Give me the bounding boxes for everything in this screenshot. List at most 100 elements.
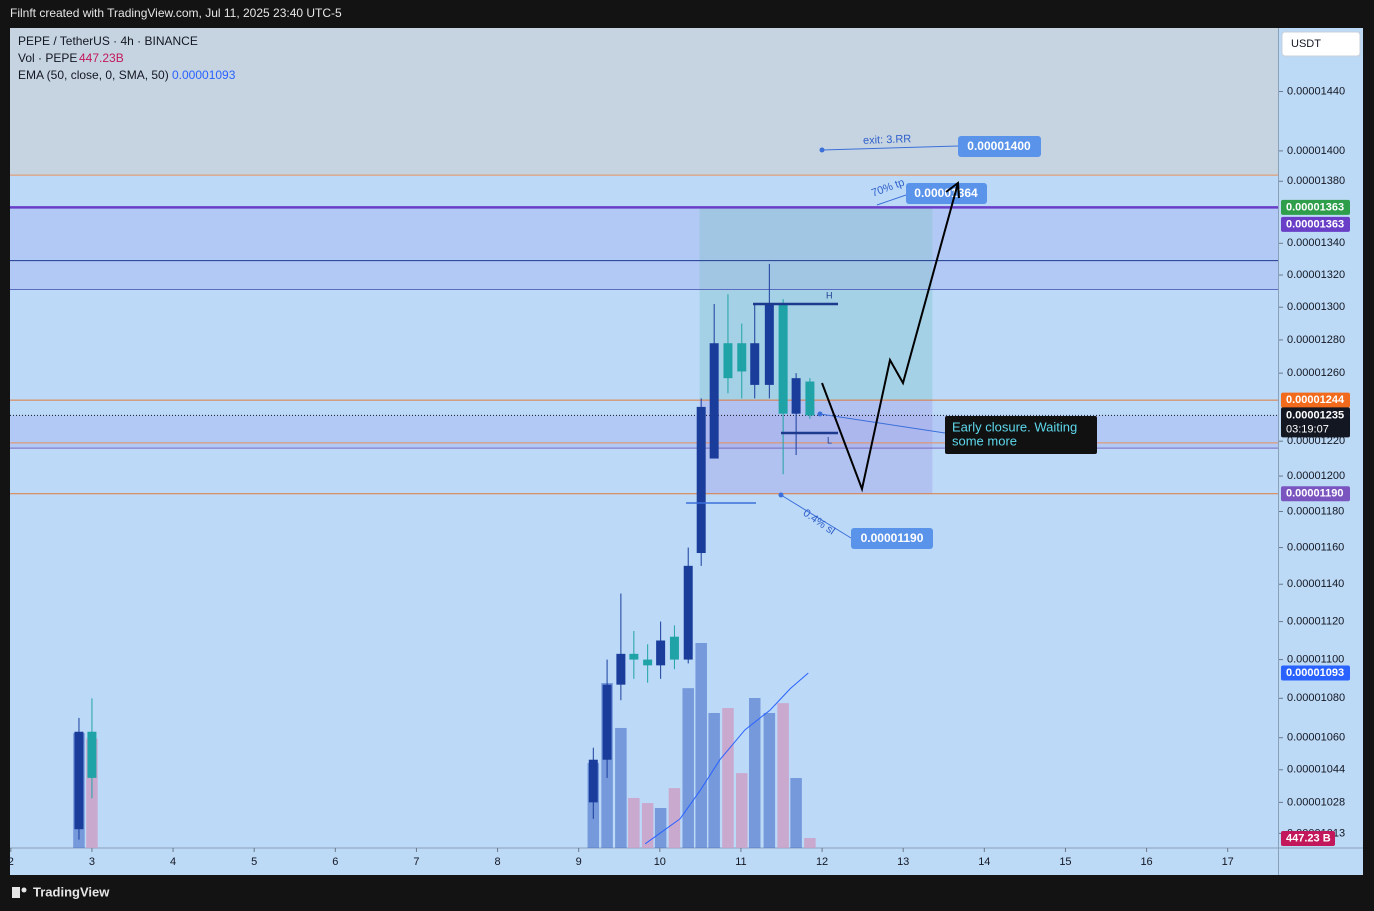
y-tick-label: 0.00001400	[1287, 145, 1345, 157]
x-tick-label: 7	[413, 856, 419, 868]
volume-bar	[628, 797, 640, 848]
y-tick-label: 0.00001280	[1287, 334, 1345, 346]
volume-bar	[615, 727, 627, 848]
currency[interactable]: USDT	[1291, 38, 1321, 50]
countdown: 03:19:07	[1286, 423, 1329, 435]
volume-tag-label: 447.23 B	[1286, 832, 1331, 844]
y-tick-label: 0.00001340	[1287, 237, 1345, 249]
candle-body	[723, 343, 733, 379]
price-tag-label: 0.00001093	[1286, 667, 1344, 679]
projection-arrow	[821, 182, 959, 493]
current-price-label: 0.00001235	[1286, 409, 1344, 421]
exit-tag	[958, 136, 1041, 157]
y-tick-label: 0.00001100	[1287, 653, 1344, 665]
x-tick-label: 12	[816, 856, 828, 868]
ema-line	[644, 672, 809, 845]
volume-bar	[641, 803, 654, 848]
tp-tag	[906, 183, 987, 204]
x-tick-label: 8	[495, 856, 501, 868]
volume-bar	[708, 712, 720, 848]
y-tick-label: 0.00001380	[1287, 175, 1345, 187]
x-tick-label: 17	[1222, 856, 1234, 868]
time-axis	[10, 848, 1278, 875]
volume-bar	[763, 712, 776, 848]
volume-tag	[1281, 831, 1335, 847]
candle-body	[87, 731, 97, 778]
volume-bar	[748, 697, 761, 848]
anchor	[817, 411, 823, 417]
volume-bar	[804, 838, 816, 848]
candle-body	[764, 303, 774, 385]
stop-zone	[699, 400, 933, 494]
price-tag	[1281, 665, 1350, 681]
x-tick-label: 11	[735, 856, 746, 868]
note-text: Early closure. Waiting	[952, 419, 1077, 434]
price-tag	[1281, 216, 1350, 232]
candle-body	[629, 653, 639, 660]
volume-bar	[790, 778, 802, 848]
y-tick-label: 0.00001320	[1287, 269, 1345, 281]
tp-line	[876, 194, 907, 206]
y-tick-label: 0.00001060	[1287, 732, 1345, 744]
anchor	[819, 147, 825, 153]
x-tick-label: 9	[576, 856, 582, 868]
candle-body	[616, 653, 626, 685]
y-tick-label: 0.00001260	[1287, 367, 1345, 379]
candle-body	[643, 659, 653, 666]
volume-bar	[654, 807, 667, 848]
footer-brand: TradingView	[33, 884, 110, 899]
legend: PEPE / TetherUS · 4h · BINANCE Vol · PEP…	[18, 34, 236, 82]
y-tick-label: 0.00001200	[1287, 470, 1345, 482]
x-tick-label: 10	[654, 856, 666, 868]
volume-bar	[777, 703, 789, 848]
price-tag-label: 0.00001244	[1286, 394, 1345, 406]
price-tag-label: 0.00001363	[1286, 201, 1344, 213]
x-tick-label: 13	[897, 856, 909, 868]
sl-price: 0.00001190	[861, 531, 924, 545]
volume-legend-value: 447.23B	[79, 51, 124, 65]
candle-body	[737, 343, 747, 372]
currency-button[interactable]	[1281, 31, 1361, 57]
candle-body	[74, 731, 84, 830]
logo-mark	[21, 887, 27, 893]
logo: TradingView	[12, 884, 110, 899]
x-tick-label: 15	[1059, 856, 1071, 868]
ema-legend-name: EMA (50, close, 0, SMA, 50)	[18, 68, 169, 82]
price-tag	[1281, 486, 1350, 502]
y-tick-label: 0.00001180	[1287, 505, 1344, 517]
zone	[10, 207, 1278, 290]
candle-body	[656, 640, 666, 666]
y-tick-label: 0.00001044	[1287, 764, 1345, 776]
y-tick-label: 0.00001300	[1287, 301, 1345, 313]
volume-bar	[695, 643, 707, 848]
y-tick-label: 0.00001080	[1287, 692, 1345, 704]
ema-legend-value: 0.00001093	[172, 68, 236, 82]
candle-body	[750, 343, 760, 385]
sl-line	[780, 494, 852, 539]
zone	[10, 28, 1278, 176]
x-tick-label: 3	[89, 856, 95, 868]
y-tick-label: 0.00001140	[1287, 578, 1344, 590]
note-text: some more	[952, 433, 1017, 448]
price-tag-label: 0.00001190	[1286, 488, 1344, 500]
symbol: PEPE / TetherUS · 4h · BINANCE	[18, 34, 198, 48]
candle-body	[696, 406, 706, 554]
low-label: L	[827, 435, 832, 445]
candle-body	[683, 565, 693, 660]
anchor	[778, 492, 784, 498]
note-box	[945, 416, 1097, 454]
arrow-head	[945, 181, 960, 199]
volume-bar	[668, 788, 681, 848]
candle-body	[709, 343, 719, 459]
candle-body	[791, 378, 801, 414]
y-tick-label: 0.00001440	[1287, 85, 1345, 97]
volume-bar	[736, 773, 748, 848]
price-tag-label: 0.00001363	[1286, 218, 1344, 230]
price-tag	[1281, 392, 1350, 408]
tp-price: 0.00001364	[914, 186, 978, 200]
price-axis	[1279, 28, 1363, 875]
volume-bar	[682, 688, 694, 848]
candle-body	[805, 381, 815, 416]
y-tick-label: 0.00001160	[1287, 541, 1344, 553]
